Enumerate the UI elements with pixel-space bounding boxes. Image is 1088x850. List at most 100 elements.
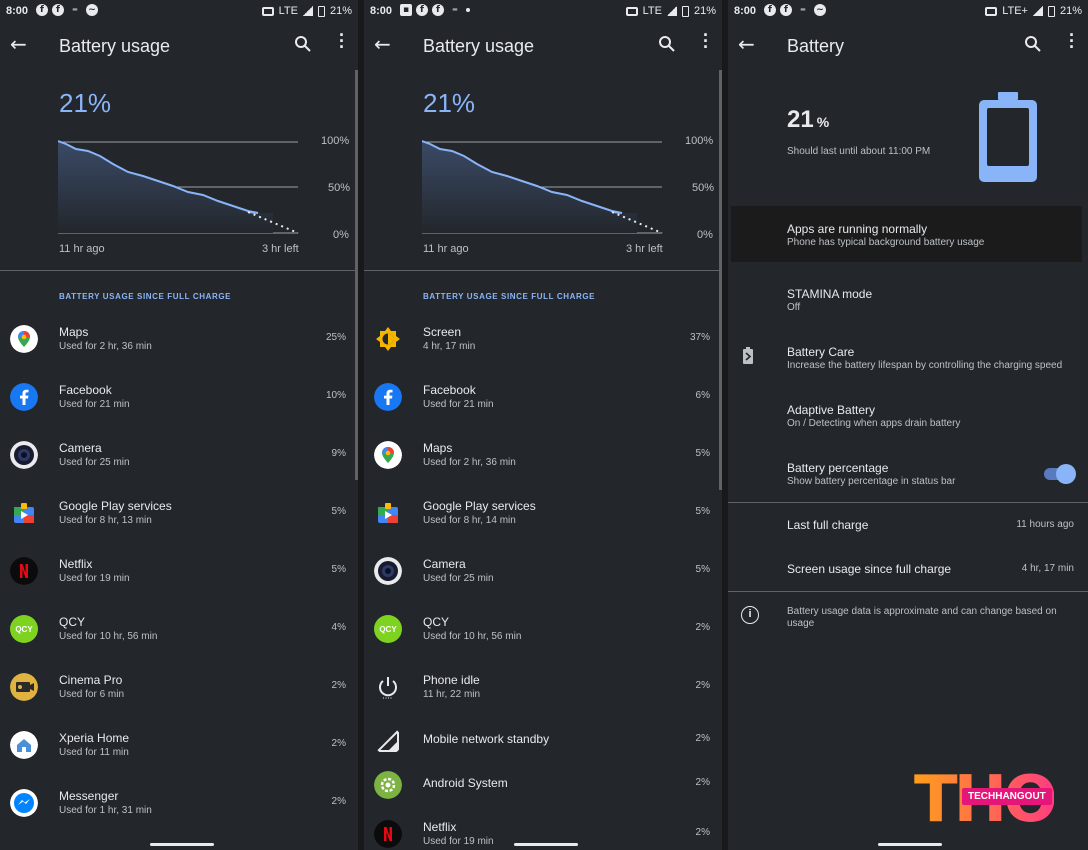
app-usage-time: Used for 21 min [59,399,130,410]
app-row-maps[interactable]: Maps Used for 2 hr, 36 min 5% [364,441,722,499]
app-row-facebook[interactable]: Facebook Used for 21 min 10% [0,383,358,441]
app-usage-time: Used for 10 hr, 56 min [423,631,522,642]
screen-usage-label: Screen usage since full charge [787,562,952,576]
facebook-icon [10,383,38,411]
messenger-notification-icon: ~ [814,4,826,16]
network-type: LTE+ [1002,5,1028,17]
scrollbar[interactable] [355,70,358,480]
search-icon[interactable] [1024,35,1042,53]
battery-care-title: Battery Care [787,345,855,359]
status-bar: 8:00 ▪ f f ▬ LTE 21% [364,0,722,22]
cinemapro-icon [10,673,38,701]
vibrate-icon [261,6,274,16]
network-type: LTE [278,5,298,17]
app-row-qcy[interactable]: QCY QCY Used for 10 hr, 56 min 4% [0,615,358,673]
info-icon: i [741,606,759,624]
tick-0: 0% [333,229,349,241]
chart-start-label: 11 hr ago [423,243,469,255]
messenger-icon [10,789,38,817]
app-notification-icon: ▬ [72,6,78,13]
battery-care-subtitle: Increase the battery lifespan by control… [787,360,1063,371]
search-icon[interactable] [658,35,676,53]
app-row-screen[interactable]: Screen 4 hr, 17 min 37% [364,325,722,383]
app-notification-icon: ▬ [800,6,806,13]
back-arrow-icon[interactable]: ← [10,32,27,56]
app-usage-percent: 9% [331,448,346,459]
divider [728,502,1088,503]
app-usage-percent: 6% [695,390,710,401]
maps-icon [10,325,38,353]
app-name: Mobile network standby [423,732,550,746]
messenger-notification-icon: ~ [86,4,98,16]
xperiahome-icon [10,731,38,759]
playservices-icon [10,499,38,527]
app-row-qcy[interactable]: QCY QCY Used for 10 hr, 56 min 2% [364,615,722,673]
back-arrow-icon[interactable]: ← [374,32,391,56]
battery-level: 21% [59,88,112,118]
nav-gesture-bar[interactable] [514,843,578,846]
battery-percentage-title: Battery percentage [787,461,889,475]
screen-usage-value: 4 hr, 17 min [1021,563,1074,574]
more-options-icon[interactable]: · · · [1069,25,1075,57]
nav-gesture-bar[interactable] [150,843,214,846]
app-name: Facebook [423,383,476,397]
app-row-messenger[interactable]: Messenger Used for 1 hr, 31 min 2% [0,789,358,847]
app-row-maps[interactable]: Maps Used for 2 hr, 36 min 25% [0,325,358,383]
app-name: Google Play services [59,499,172,513]
facebook-notification-icon: f [432,4,444,16]
last-full-charge-value: 11 hours ago [1016,519,1074,530]
maps-icon [374,441,402,469]
app-row-xperiahome[interactable]: Xperia Home Used for 11 min 2% [0,731,358,789]
app-usage-percent: 4% [331,622,346,633]
search-icon[interactable] [294,35,312,53]
app-usage-percent: 2% [695,680,710,691]
chart-start-label: 11 hr ago [59,243,105,255]
network-type: LTE [642,5,662,17]
status-time: 8:00 [734,5,757,17]
tick-0: 0% [697,229,713,241]
app-row-signal[interactable]: Mobile network standby 2% [364,728,722,790]
app-row-cinemapro[interactable]: Cinema Pro Used for 6 min 2% [0,673,358,731]
app-row-androidsystem[interactable]: Android System 2% [364,771,722,834]
adaptive-battery-title: Adaptive Battery [787,403,876,417]
app-name: Xperia Home [59,731,130,745]
app-row-playservices[interactable]: Google Play services Used for 8 hr, 14 mi… [364,499,722,557]
apps-status-card[interactable] [731,206,1082,262]
more-options-icon[interactable]: · · · [339,25,345,57]
image-notification-icon: ▪ [400,4,412,16]
battery-usage-screen-apps: 8:00 f f ▬ ~ LTE 21% ← Battery usage · · ·… [0,0,358,850]
nav-gesture-bar[interactable] [878,843,942,846]
qcy-icon: QCY [374,615,402,643]
app-usage-time: Used for 10 hr, 56 min [59,631,158,642]
section-header: BATTERY USAGE SINCE FULL CHARGE [423,292,596,301]
tick-50: 50% [692,182,715,194]
battery-level: 21% [423,88,476,118]
app-row-netflix[interactable]: Netflix Used for 19 min 2% [364,820,722,850]
facebook-notification-icon: f [36,4,48,16]
app-usage-percent: 5% [695,506,710,517]
battery-history-chart: 100% 50% 0% 11 hr ago 3 hr left [57,134,358,264]
app-usage-percent: 5% [331,506,346,517]
app-row-facebook[interactable]: Facebook Used for 21 min 6% [364,383,722,441]
screen-icon [374,325,402,353]
app-row-netflix[interactable]: Netflix Used for 19 min 5% [0,557,358,615]
app-row-camera[interactable]: Camera Used for 25 min 5% [364,557,722,615]
app-row-power[interactable]: Phone idle 11 hr, 22 min 2% [364,673,722,731]
battery-level-large: 21% [787,106,829,134]
app-usage-time: Used for 6 min [59,689,125,700]
toggle-thumb[interactable] [1056,464,1076,484]
tick-100: 100% [321,135,350,147]
app-name: Netflix [423,820,457,834]
scrollbar[interactable] [719,70,722,490]
info-text: Battery usage data is approximate and ca… [787,606,1057,629]
back-arrow-icon[interactable]: ← [738,32,755,56]
app-row-camera[interactable]: Camera Used for 25 min 9% [0,441,358,499]
tick-100: 100% [685,135,714,147]
more-options-icon[interactable]: · · · [703,25,709,57]
facebook-notification-icon: f [416,4,428,16]
chart-end-label: 3 hr left [262,243,299,255]
app-name: Facebook [59,383,112,397]
app-row-playservices[interactable]: Google Play services Used for 8 hr, 13 mi… [0,499,358,557]
chart-end-label: 3 hr left [626,243,663,255]
app-usage-percent: 2% [695,827,710,838]
